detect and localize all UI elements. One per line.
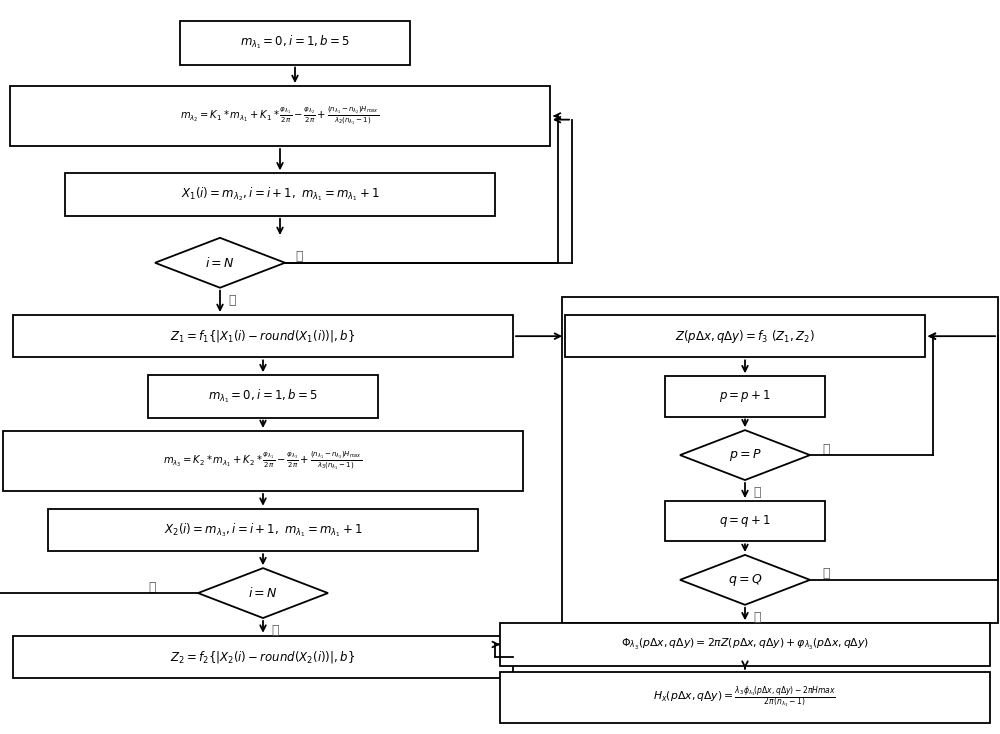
- Bar: [48, 509, 478, 551]
- Text: $q=Q$: $q=Q$: [728, 572, 762, 588]
- Text: $Z_1=f_1\{|X_1(i)-round(X_1(i))|,b\}$: $Z_1=f_1\{|X_1(i)-round(X_1(i))|,b\}$: [170, 328, 356, 344]
- Text: $Z_2=f_2\{|X_2(i)-round(X_2(i))|,b\}$: $Z_2=f_2\{|X_2(i)-round(X_2(i))|,b\}$: [170, 649, 356, 665]
- Polygon shape: [680, 555, 810, 605]
- Text: 否: 否: [822, 567, 830, 581]
- Bar: [180, 21, 410, 65]
- Polygon shape: [680, 430, 810, 480]
- Text: 否: 否: [295, 250, 303, 264]
- Bar: [665, 501, 825, 542]
- Text: $\Phi_{\lambda_3}(p\Delta x,q\Delta y)=2\pi Z(p\Delta x,q\Delta y)+\varphi_{\lam: $\Phi_{\lambda_3}(p\Delta x,q\Delta y)=2…: [621, 637, 869, 652]
- Bar: [13, 315, 513, 357]
- Text: $H_x(p\Delta x,q\Delta y)=\frac{\lambda_3\phi_{\lambda_3}(p\Delta x,q\Delta y)-2: $H_x(p\Delta x,q\Delta y)=\frac{\lambda_…: [653, 685, 837, 710]
- Text: $i=N$: $i=N$: [205, 255, 235, 270]
- Bar: [565, 315, 925, 357]
- Text: $q=q+1$: $q=q+1$: [719, 513, 771, 529]
- Text: $m_{\lambda_3}=K_2*m_{\lambda_1}+K_2*\frac{\varphi_{\lambda_1}}{2\pi}-\frac{\var: $m_{\lambda_3}=K_2*m_{\lambda_1}+K_2*\fr…: [163, 450, 363, 472]
- Text: $Z(p\Delta x,q\Delta y)=f_3\ (Z_1,Z_2)$: $Z(p\Delta x,q\Delta y)=f_3\ (Z_1,Z_2)$: [675, 327, 815, 345]
- Text: 是: 是: [753, 486, 761, 499]
- Text: $m_{\lambda_1}=0,i=1,b=5$: $m_{\lambda_1}=0,i=1,b=5$: [240, 34, 350, 51]
- Text: 是: 是: [228, 294, 236, 307]
- Bar: [562, 297, 998, 623]
- Polygon shape: [198, 568, 328, 618]
- Bar: [65, 173, 495, 216]
- Text: $X_2(i)=m_{\lambda_3},i=i+1,\ m_{\lambda_1}=m_{\lambda_1}+1$: $X_2(i)=m_{\lambda_3},i=i+1,\ m_{\lambda…: [164, 521, 362, 539]
- Text: $p=P$: $p=P$: [729, 447, 761, 463]
- Polygon shape: [155, 238, 285, 288]
- Text: $i=N$: $i=N$: [248, 586, 278, 600]
- Bar: [665, 377, 825, 417]
- Text: $m_{\lambda_2}=K_1*m_{\lambda_1}+K_1*\frac{\varphi_{\lambda_1}}{2\pi}-\frac{\var: $m_{\lambda_2}=K_1*m_{\lambda_1}+K_1*\fr…: [180, 105, 380, 127]
- Bar: [500, 623, 990, 666]
- Bar: [500, 672, 990, 723]
- Text: 否: 否: [822, 443, 830, 456]
- Text: 是: 是: [271, 624, 278, 637]
- Text: 否: 否: [148, 581, 156, 594]
- Bar: [13, 636, 513, 678]
- Text: $p=p+1$: $p=p+1$: [719, 388, 771, 404]
- Text: $X_1(i)=m_{\lambda_2},i=i+1,\ m_{\lambda_1}=m_{\lambda_1}+1$: $X_1(i)=m_{\lambda_2},i=i+1,\ m_{\lambda…: [181, 186, 379, 203]
- Bar: [3, 431, 523, 491]
- Text: 是: 是: [753, 611, 761, 624]
- Text: $m_{\lambda_1}=0,i=1,b=5$: $m_{\lambda_1}=0,i=1,b=5$: [208, 388, 318, 405]
- Bar: [148, 375, 378, 418]
- Bar: [10, 86, 550, 146]
